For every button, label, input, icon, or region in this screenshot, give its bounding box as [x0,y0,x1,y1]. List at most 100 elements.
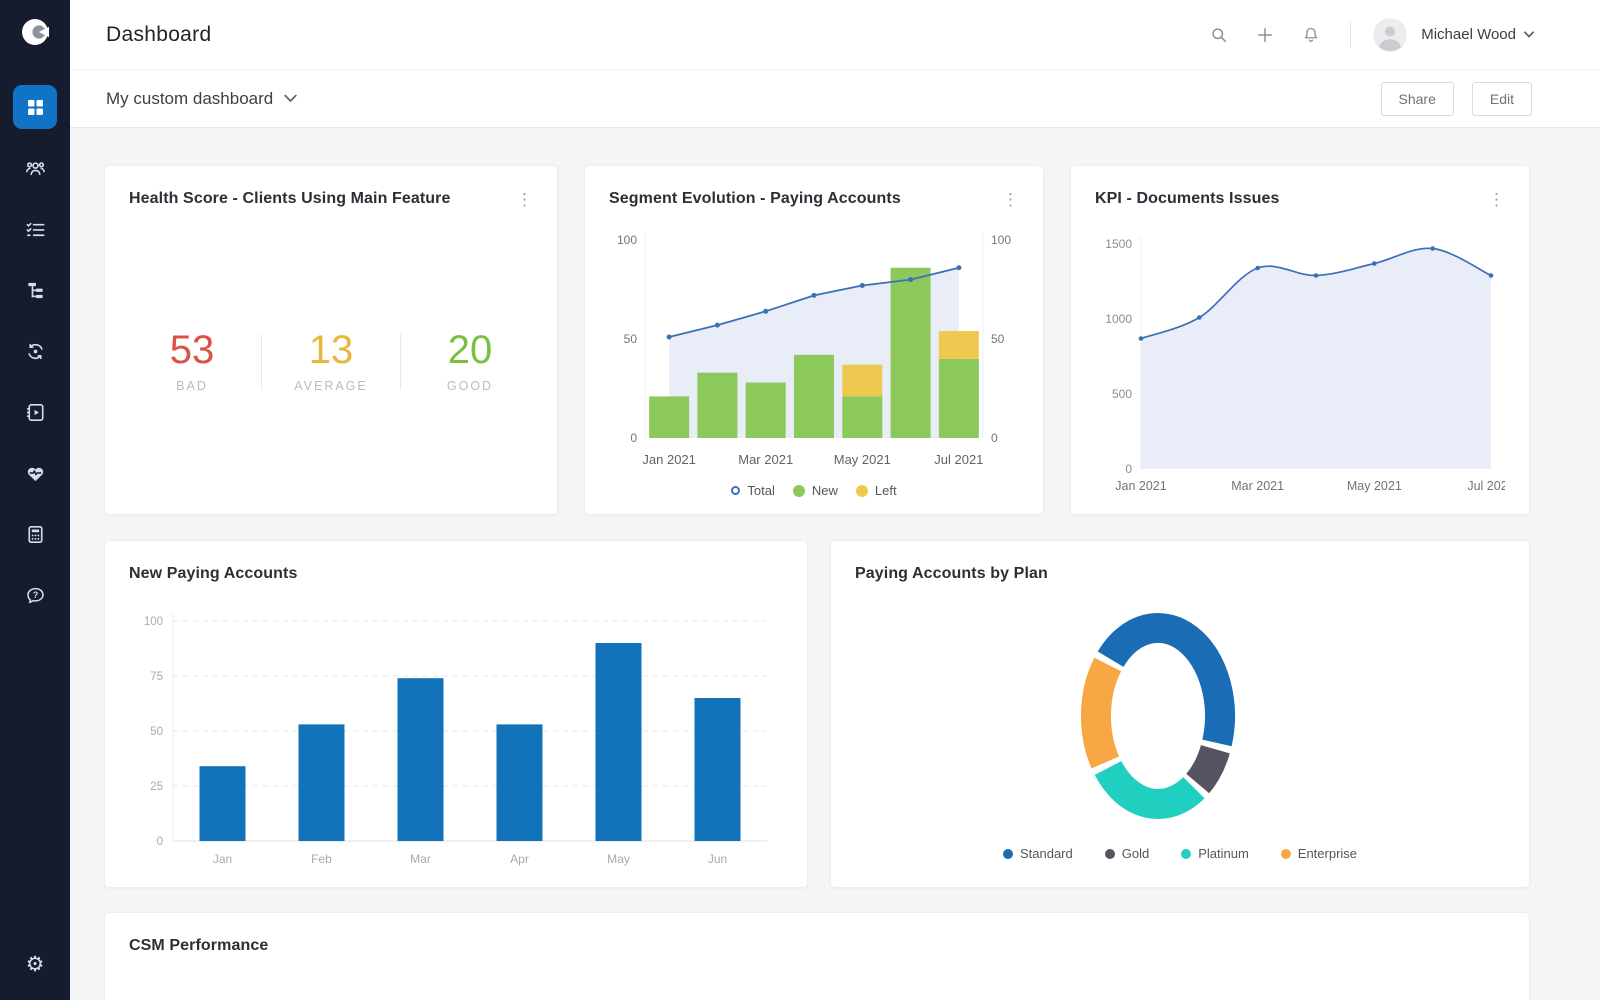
sidebar-item-support[interactable]: ? [13,573,57,617]
stat-bad: 53 BAD [123,330,261,393]
legend-marker [1002,848,1013,859]
svg-text:Mar 2021: Mar 2021 [738,452,793,467]
svg-text:100: 100 [991,233,1011,247]
avatar[interactable] [1373,17,1408,52]
header-divider [1350,21,1352,48]
checklist-icon [24,218,47,241]
user-menu[interactable]: Michael Wood [1421,26,1516,43]
legend-item-total[interactable]: Total [731,483,775,498]
svg-text:Jul 2021: Jul 2021 [934,452,983,467]
dashboard-selector[interactable]: My custom dashboard [106,89,297,109]
add-icon[interactable] [1250,20,1280,50]
legend-label: Enterprise [1297,846,1358,861]
chart-svg: 0 500 1000 1500 Jan 2021 Mar 2021 May 2021 Jul … [1105,236,1515,493]
legend-item-standard[interactable]: Standard [1002,846,1073,861]
donut-slice-standard[interactable] [1097,612,1235,747]
search-icon[interactable] [1204,20,1234,50]
card-title: Segment Evolution - Paying Accounts [609,190,901,207]
sidebar-item-billing[interactable] [13,512,57,556]
header-actions: Michael Wood [1188,17,1534,52]
playbook-icon [24,401,47,424]
sidebar-item-health[interactable] [13,451,57,495]
legend-label: Standard [1019,846,1073,861]
donut-slice-gold[interactable] [1185,744,1230,794]
sidebar: ? ⚙ [0,0,70,1000]
svg-text:?: ? [32,589,38,599]
help-chat-icon: ? [24,584,47,607]
card-title: KPI - Documents Issues [1095,190,1280,207]
legend-label: Platinum [1198,846,1249,861]
gear-icon: ⚙ [25,952,45,976]
legend-item-platinum[interactable]: Platinum [1181,846,1249,861]
svg-text:Feb: Feb [311,852,332,866]
stat-average: 13 AVERAGE [262,330,400,393]
sidebar-item-lifecycle[interactable] [13,329,57,373]
legend-item-left[interactable]: Left [855,483,897,498]
legend-label: Total [747,483,775,498]
card-title: CSM Performance [129,937,269,954]
svg-text:50: 50 [624,332,638,346]
svg-text:Jan 2021: Jan 2021 [642,452,696,467]
sidebar-item-tasks[interactable] [13,207,57,251]
card-health-score: Health Score - Clients Using Main Featur… [104,165,558,515]
stat-value: 13 [308,328,354,372]
heart-pulse-icon [24,462,47,485]
kebab-menu-icon[interactable]: ⋮ [516,190,533,209]
page-title: Dashboard [106,22,212,46]
kebab-menu-icon[interactable]: ⋮ [1002,190,1019,209]
chart-legend: Standard Gold Platinum Enterprise [831,846,1529,861]
legend-item-enterprise[interactable]: Enterprise [1280,846,1358,861]
sidebar-item-settings[interactable]: ⚙ [13,942,57,986]
svg-text:100: 100 [617,233,637,247]
sidebar-item-customers[interactable] [13,146,57,190]
stat-label: AVERAGE [294,379,368,393]
legend-item-new[interactable]: New [792,483,838,498]
edit-button[interactable]: Edit [1471,81,1532,116]
notifications-bell-icon[interactable] [1296,20,1326,50]
svg-text:50: 50 [150,726,163,738]
svg-text:May 2021: May 2021 [834,452,891,467]
donut-slice-enterprise[interactable] [1081,657,1122,769]
chart-legend: Total New Left [585,483,1043,498]
svg-text:50: 50 [991,332,1005,346]
legend-marker [855,484,868,497]
stat-value: 53 [169,328,215,372]
calculator-icon [24,523,47,546]
legend-marker [792,484,805,497]
app-logo-icon[interactable] [18,15,52,54]
users-icon [24,157,47,180]
sidebar-item-playbooks[interactable] [13,390,57,434]
sync-cycle-icon [24,340,47,363]
legend-marker [731,486,741,495]
stat-value: 20 [447,328,493,372]
svg-text:Jul 2021: Jul 2021 [1467,479,1505,493]
legend-marker [1181,848,1192,859]
share-button[interactable]: Share [1380,81,1454,116]
svg-text:0: 0 [630,431,637,445]
sidebar-item-dashboard[interactable] [13,85,57,129]
svg-text:Jun: Jun [708,852,727,866]
svg-text:25: 25 [150,781,163,793]
donut-slice-platinum[interactable] [1094,760,1205,819]
chevron-down-icon[interactable] [1524,31,1534,38]
kebab-menu-icon[interactable]: ⋮ [1488,190,1505,209]
new-paying-accounts-chart: 0 25 50 75 100 Jan Feb Mar Apr May Jun [129,591,783,880]
card-kpi-documents: KPI - Documents Issues ⋮ 0 500 1000 1500 Jan… [1070,165,1530,515]
dashboard-toolbar: My custom dashboard Share Edit [70,70,1600,128]
svg-text:0: 0 [157,836,163,848]
health-stats: 53 BAD 13 AVERAGE 20 GOOD [105,330,557,393]
svg-text:Jan: Jan [213,852,232,866]
card-title: Health Score - Clients Using Main Featur… [129,190,451,207]
legend-marker [1280,848,1291,859]
hierarchy-icon [24,279,47,302]
sidebar-item-hierarchy[interactable] [13,268,57,312]
svg-text:0: 0 [1125,462,1132,476]
svg-text:500: 500 [1112,387,1132,401]
legend-label: New [811,483,838,498]
legend-label: Gold [1121,846,1150,861]
legend-item-gold[interactable]: Gold [1104,846,1150,861]
dashboard-grid: Health Score - Clients Using Main Featur… [104,165,1530,1000]
svg-text:May 2021: May 2021 [1347,479,1402,493]
chevron-down-icon [284,94,297,103]
kpi-documents-chart: 0 500 1000 1500 Jan 2021 Mar 2021 May 2021 Jul … [1095,216,1515,505]
